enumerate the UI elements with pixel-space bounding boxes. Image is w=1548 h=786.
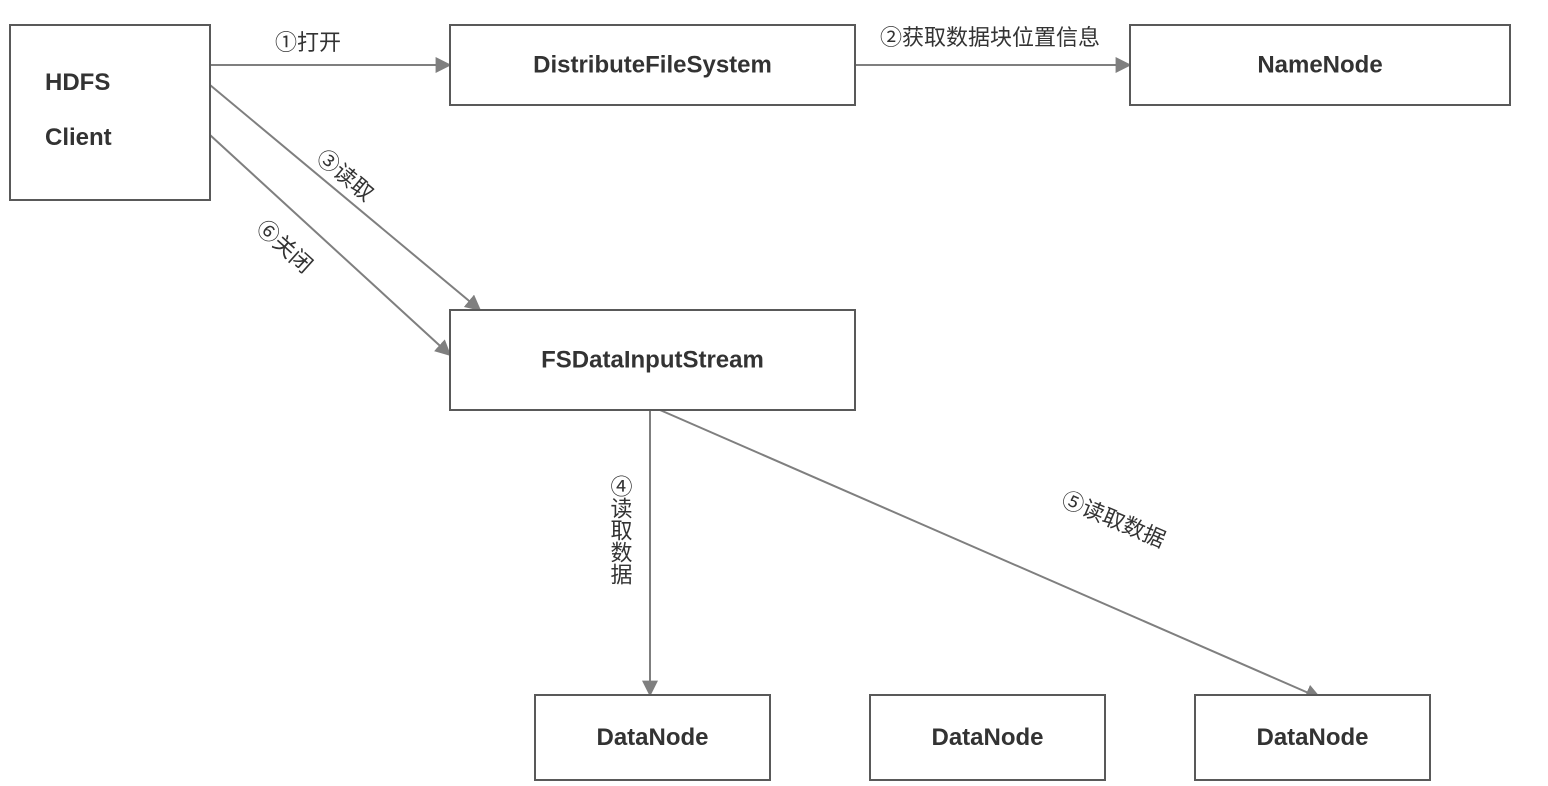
- edge-readdata2-label: ⑤读取数据: [1058, 487, 1169, 553]
- edge-read: [210, 85, 480, 310]
- node-namenode-label: NameNode: [1257, 52, 1382, 79]
- hdfs-read-flowchart: ①打开 ②获取数据块位置信息 ③读取 ⑥关闭 ④读取数据 ⑤读取数据 HDFS …: [0, 0, 1548, 786]
- node-datanode-3: DataNode: [1195, 695, 1430, 780]
- edge-open-label: ①打开: [275, 30, 341, 55]
- nodes: HDFS Client DistributeFileSystem NameNod…: [10, 25, 1510, 780]
- node-distributefilesystem: DistributeFileSystem: [450, 25, 855, 105]
- edge-readdata2: [660, 410, 1320, 698]
- edge-getblocks-label: ②获取数据块位置信息: [880, 25, 1100, 50]
- node-namenode: NameNode: [1130, 25, 1510, 105]
- node-datanode-2-label: DataNode: [931, 724, 1043, 751]
- node-datanode-2: DataNode: [870, 695, 1105, 780]
- node-distributefilesystem-label: DistributeFileSystem: [533, 52, 772, 79]
- node-fsdatainputstream: FSDataInputStream: [450, 310, 855, 410]
- edge-readdata1-label: ④读取数据: [608, 475, 633, 585]
- node-datanode-1-label: DataNode: [596, 724, 708, 751]
- node-hdfs-client-label2: Client: [45, 124, 112, 151]
- node-datanode-1: DataNode: [535, 695, 770, 780]
- node-hdfs-client-label1: HDFS: [45, 69, 110, 96]
- node-hdfs-client: HDFS Client: [10, 25, 210, 200]
- node-datanode-3-label: DataNode: [1256, 724, 1368, 751]
- node-fsdatainputstream-label: FSDataInputStream: [541, 347, 764, 374]
